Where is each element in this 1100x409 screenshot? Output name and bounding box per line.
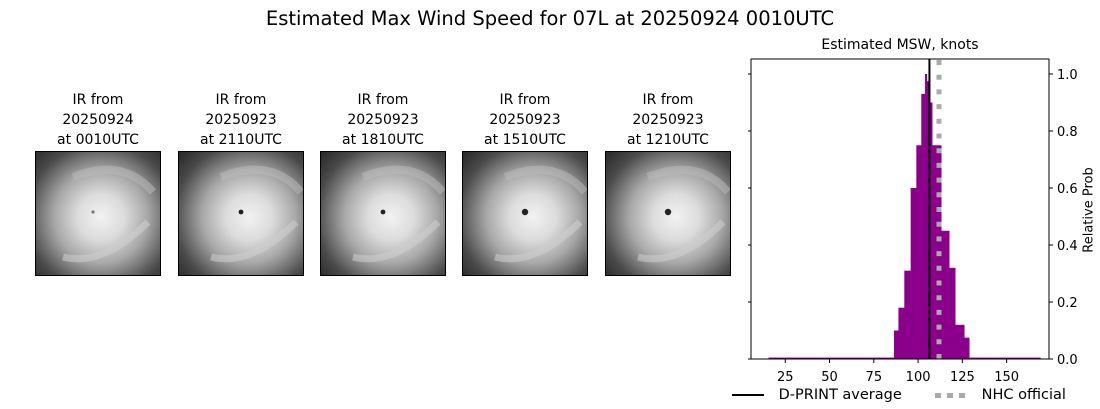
ir-satellite-image xyxy=(178,151,304,276)
y-tick-label: 0.0 xyxy=(1057,353,1078,368)
histogram-bar xyxy=(904,270,912,359)
y-tick-label: 1.0 xyxy=(1057,68,1078,83)
histogram-bar xyxy=(925,74,928,359)
ir-panel-caption: IR from 20250923 at 1810UTC xyxy=(320,90,446,150)
caption-line: 20250923 xyxy=(632,112,704,128)
caption-line: IR from xyxy=(357,92,409,108)
histogram-bar xyxy=(941,230,950,359)
legend-label: NHC official xyxy=(981,387,1066,403)
histogram-bar xyxy=(916,145,922,359)
x-tick-label: 100 xyxy=(906,370,931,385)
histogram-bar xyxy=(921,93,926,359)
caption-line: 20250923 xyxy=(205,112,277,128)
y-tick-label: 0.6 xyxy=(1057,182,1078,197)
caption-line: 20250924 xyxy=(62,112,134,128)
caption-line: at 1210UTC xyxy=(627,132,709,148)
x-tick-label: 150 xyxy=(994,370,1019,385)
histogram-bar xyxy=(926,81,931,359)
ir-satellite-image xyxy=(462,151,588,276)
y-tick-label: 0.4 xyxy=(1057,239,1078,254)
ir-panel-caption: IR from 20250923 at 1510UTC xyxy=(462,90,588,150)
figure-title: Estimated Max Wind Speed for 07L at 2025… xyxy=(265,7,835,30)
caption-line: at 1510UTC xyxy=(484,132,566,148)
x-tick-label: 25 xyxy=(777,370,794,385)
histogram-bar xyxy=(929,102,933,359)
x-tick-label: 125 xyxy=(950,370,975,385)
ir-satellite-image xyxy=(35,151,161,276)
caption-line: at 2110UTC xyxy=(200,132,282,148)
histogram-bar xyxy=(768,357,895,360)
chart-title: Estimated MSW, knots xyxy=(821,37,979,53)
caption-line: IR from xyxy=(215,92,267,108)
legend-item-nhc: NHC official xyxy=(935,387,1066,403)
x-tick-label: 50 xyxy=(821,370,838,385)
x-tick-label: 75 xyxy=(866,370,883,385)
ir-panel-caption: IR from 20250924 at 0010UTC xyxy=(35,90,161,150)
histogram-bar xyxy=(894,330,899,359)
caption-line: 20250923 xyxy=(347,112,419,128)
histogram-bar xyxy=(964,337,970,359)
histogram-bar xyxy=(910,188,917,359)
caption-line: IR from xyxy=(642,92,694,108)
histogram-bar xyxy=(969,357,1041,360)
histogram-bar xyxy=(898,307,905,359)
histogram-bar xyxy=(949,267,956,359)
caption-line: IR from xyxy=(499,92,551,108)
caption-line: at 0010UTC xyxy=(57,132,139,148)
ir-satellite-image xyxy=(605,151,731,276)
y-tick-label: 0.8 xyxy=(1057,125,1078,140)
histogram-bar xyxy=(955,324,965,359)
dotted-line-icon xyxy=(935,392,967,398)
caption-line: 20250923 xyxy=(489,112,561,128)
ir-satellite-image xyxy=(320,151,446,276)
ir-panel-caption: IR from 20250923 at 2110UTC xyxy=(178,90,304,150)
legend-label: D-PRINT average xyxy=(778,387,902,403)
y-tick-label: 0.2 xyxy=(1057,296,1078,311)
caption-line: IR from xyxy=(72,92,124,108)
solid-line-icon xyxy=(732,394,764,396)
caption-line: at 1810UTC xyxy=(342,132,424,148)
plot-frame xyxy=(750,58,1050,360)
ir-panel-caption: IR from 20250923 at 1210UTC xyxy=(605,90,731,150)
legend-item-dprint: D-PRINT average xyxy=(732,387,902,403)
